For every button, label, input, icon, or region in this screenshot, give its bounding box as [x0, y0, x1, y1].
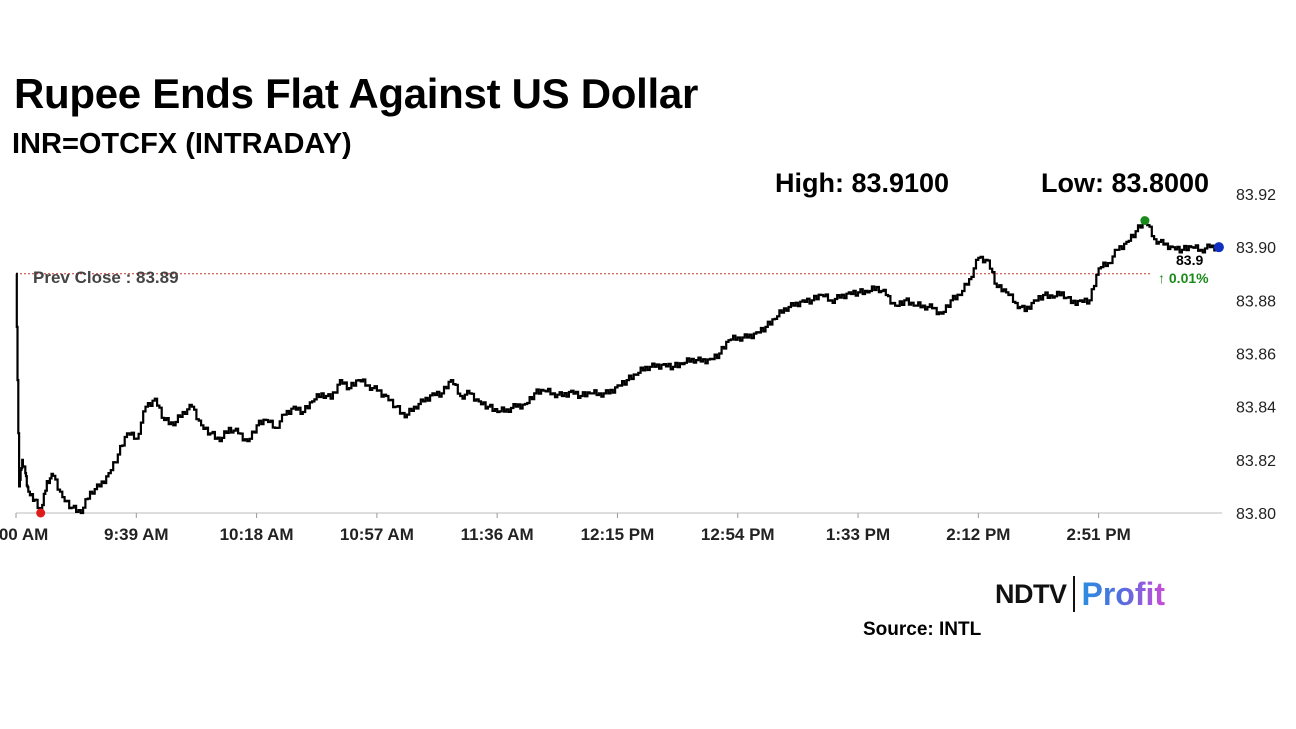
x-tick-label: 11:36 AM — [461, 525, 534, 544]
day-low-label: Low: 83.8000 — [1041, 168, 1210, 198]
ndtv-profit-logo: NDTV Profit — [995, 574, 1165, 614]
x-tick-label: 2:12 PM — [946, 525, 1010, 544]
price-line — [15, 219, 1219, 515]
x-tick-label: 10:57 AM — [340, 525, 414, 544]
day-high-label: High: 83.9100 — [775, 168, 950, 198]
x-tick-label: 10:18 AM — [220, 525, 294, 544]
ndtv-logo-text: NDTV — [995, 578, 1067, 609]
day-high-marker — [1140, 216, 1150, 226]
logo-divider — [1072, 576, 1075, 612]
y-tick-label: 83.84 — [1236, 400, 1276, 417]
x-tick-label: 9:00 AM — [0, 525, 48, 544]
y-tick-label: 83.92 — [1236, 187, 1276, 204]
day-low-marker — [36, 508, 46, 518]
y-tick-label: 83.86 — [1236, 347, 1276, 364]
y-tick-label: 83.80 — [1236, 506, 1276, 523]
change-percent-label: ↑ 0.01% — [1158, 270, 1209, 286]
chart-axes: 9:00 AM 9:39 AM 10:18 AM 10:57 AM 11:36 AM 12… — [0, 187, 1276, 544]
x-tick-label: 1:33 PM — [826, 525, 890, 544]
y-tick-label: 83.88 — [1236, 293, 1276, 310]
y-tick-label: 83.82 — [1236, 453, 1276, 470]
profit-logo-text: Profit — [1081, 575, 1166, 612]
x-tick-label: 12:15 PM — [581, 525, 655, 544]
chart-marks: Prev Close : 83.89 83.9 ↑ 0.01% — [15, 216, 1224, 518]
prev-close-label: Prev Close : 83.89 — [33, 268, 179, 287]
x-tick-label: 9:39 AM — [104, 525, 169, 544]
chart-title: Rupee Ends Flat Against US Dollar — [14, 70, 698, 117]
last-value-label: 83.9 — [1176, 252, 1203, 268]
y-tick-label: 83.90 — [1236, 240, 1276, 257]
x-tick-label: 12:54 PM — [701, 525, 775, 544]
last-price-marker — [1213, 242, 1224, 253]
source-label: Source: INTL — [863, 619, 982, 640]
chart-subtitle: INR=OTCFX (INTRADAY) — [12, 128, 352, 160]
x-tick-label: 2:51 PM — [1066, 525, 1130, 544]
